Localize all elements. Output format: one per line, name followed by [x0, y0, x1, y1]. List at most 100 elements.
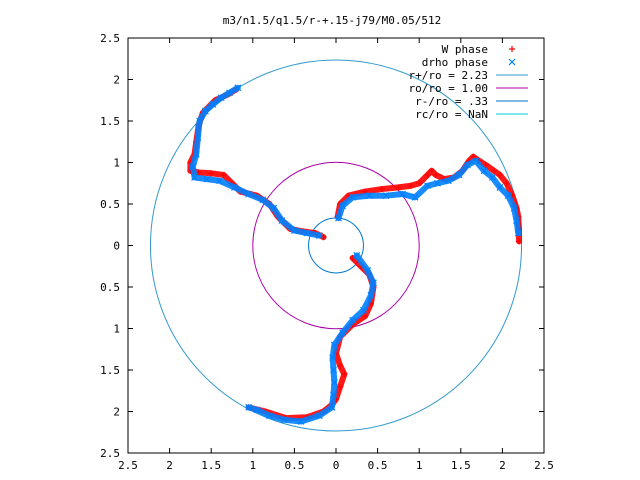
data-point [382, 192, 390, 200]
data-point [330, 366, 337, 374]
series-layer [187, 84, 523, 425]
data-point [504, 192, 512, 200]
legend-label: ro/ro = 1.00 [409, 82, 488, 95]
data-point [365, 192, 373, 200]
data-point [424, 171, 431, 178]
data-point [328, 403, 336, 411]
data-point [367, 291, 375, 299]
data-point [208, 170, 215, 177]
x-tick-label: 2 [499, 459, 506, 472]
data-point [360, 306, 367, 314]
data-point [329, 354, 337, 361]
legend-entry: rc/ro = NaN [415, 108, 528, 121]
legend-entry: W phase [442, 43, 515, 56]
data-point [378, 186, 385, 193]
data-point [510, 204, 518, 212]
data-point [399, 190, 406, 198]
data-point [231, 183, 238, 191]
data-point [335, 214, 342, 222]
x-tick-label: 0 [333, 459, 340, 472]
y-tick-label: 0 [113, 240, 120, 253]
x-tick-label: 0.5 [284, 459, 304, 472]
y-tick-label: 1 [113, 157, 120, 170]
data-point [337, 383, 344, 390]
data-point [353, 252, 361, 259]
data-point [349, 316, 357, 324]
data-point [337, 362, 344, 369]
legend-label: rc/ro = NaN [415, 108, 488, 121]
legend-label: W phase [442, 43, 488, 56]
y-tick-label: 2.5 [100, 447, 120, 460]
data-point [192, 150, 200, 158]
data-point [464, 161, 471, 169]
data-point [488, 174, 496, 181]
y-tick-label: 2 [113, 406, 120, 419]
y-tick-label: 0.5 [100, 198, 120, 211]
chart-title: m3/n1.5/q1.5/r-+.15-j79/M0.05/512 [223, 14, 442, 27]
data-point [330, 379, 338, 386]
data-point [496, 171, 503, 178]
data-point [349, 193, 357, 201]
y-tick-label: 2.5 [100, 32, 120, 45]
data-point [226, 89, 233, 97]
data-point [209, 100, 217, 108]
data-point [496, 183, 504, 191]
data-point [216, 177, 223, 185]
data-point [472, 157, 480, 165]
data-point [513, 217, 520, 225]
legend-entry: r-/ro = .33 [415, 95, 528, 108]
data-point [364, 266, 372, 274]
data-point [234, 84, 242, 92]
legend-entry: r+/ro = 2.23 [409, 69, 528, 82]
data-point [455, 171, 463, 179]
data-point [370, 279, 377, 287]
data-point [416, 180, 423, 187]
data-point [201, 107, 209, 115]
data-point [330, 341, 338, 349]
data-point [245, 403, 253, 411]
legend-entry: ro/ro = 1.00 [409, 82, 528, 95]
data-point [503, 180, 510, 187]
data-point [339, 329, 347, 337]
x-tick-label: 2 [166, 459, 173, 472]
data-point [220, 171, 227, 178]
y-tick-label: 1.5 [100, 115, 120, 128]
data-point [480, 167, 488, 175]
data-point [196, 117, 203, 125]
data-point [189, 163, 197, 171]
data-point [266, 412, 273, 420]
data-point [514, 229, 522, 237]
legend-label: drho phase [422, 56, 488, 69]
legend-entry: drho phase [422, 56, 516, 69]
data-point [270, 204, 278, 212]
x-tick-label: 1.5 [201, 459, 221, 472]
data-point [362, 313, 369, 320]
data-point [341, 371, 348, 378]
data-point [315, 232, 323, 239]
data-point [245, 190, 253, 198]
data-point [428, 167, 435, 174]
data-point [411, 193, 419, 201]
x-tick-label: 1.5 [451, 459, 471, 472]
reference-circle [149, 59, 523, 432]
data-point [434, 179, 441, 187]
legend-label: r+/ro = 2.23 [409, 69, 488, 82]
data-point [339, 202, 347, 210]
data-point [253, 406, 261, 414]
data-point [203, 175, 211, 183]
series-cross [189, 84, 522, 425]
data-point [407, 182, 414, 189]
data-point [444, 177, 452, 185]
data-point [280, 416, 288, 424]
x-tick-label: 1 [249, 459, 256, 472]
reference-circle [252, 161, 420, 330]
data-point [330, 391, 337, 399]
x-tick-label: 2.5 [118, 459, 138, 472]
x-tick-label: 0.5 [368, 459, 388, 472]
data-point [259, 196, 267, 204]
data-point [217, 94, 225, 102]
data-point [191, 174, 198, 181]
data-point [297, 418, 305, 425]
